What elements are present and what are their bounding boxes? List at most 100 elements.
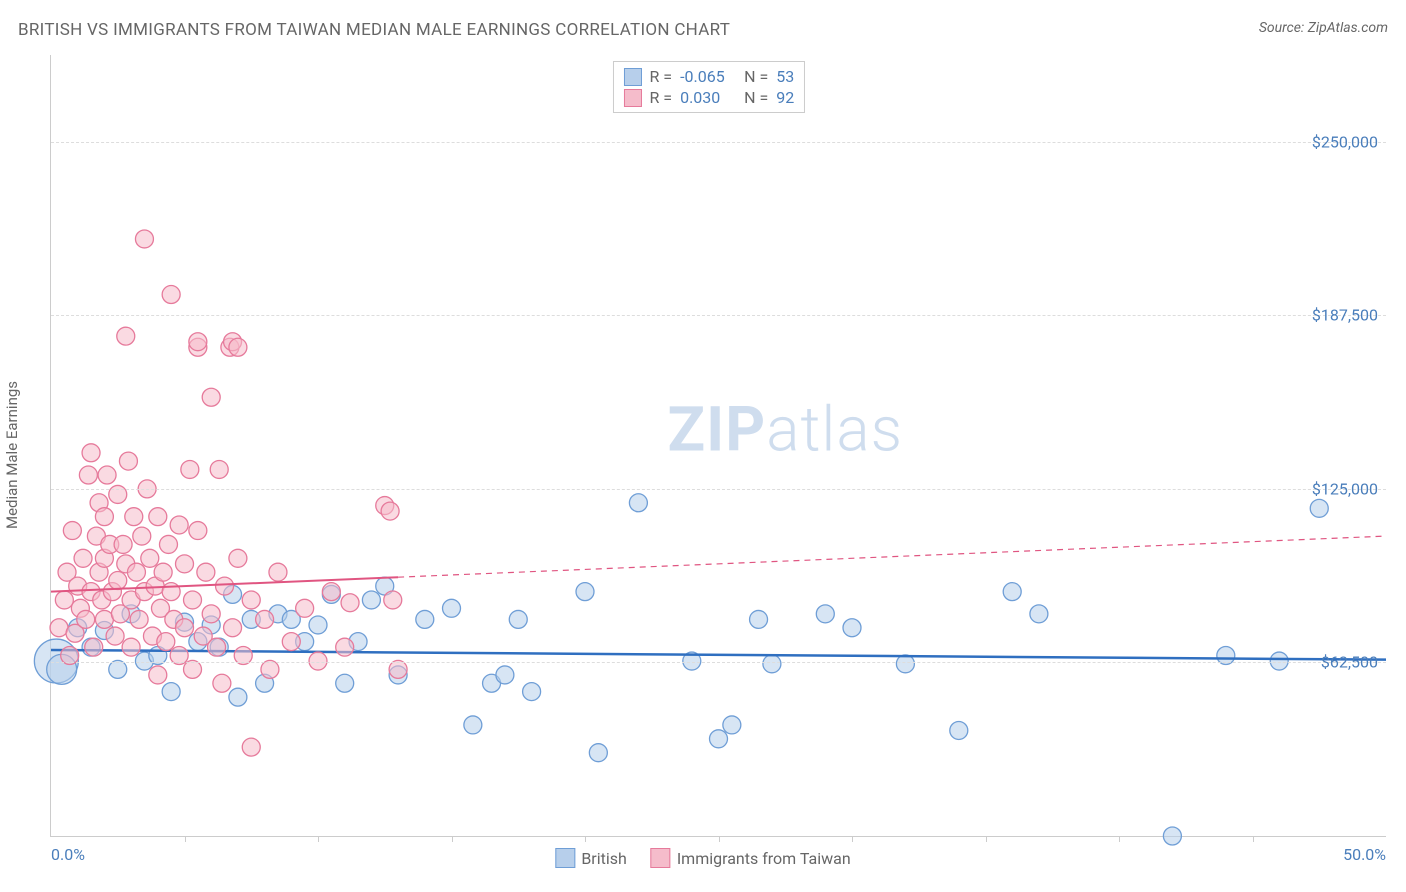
data-point (629, 494, 647, 512)
stats-row: R = -0.065 N = 53 (623, 66, 794, 87)
bottom-legend: British Immigrants from Taiwan (555, 848, 850, 868)
stats-n-value: 92 (776, 88, 794, 107)
legend-swatch (555, 848, 575, 868)
data-point (213, 674, 231, 692)
data-point (210, 460, 228, 478)
stats-n-value: 53 (776, 67, 794, 86)
x-tick (452, 836, 453, 842)
stats-r-label: R = (649, 88, 672, 107)
stats-n-label: N = (744, 88, 768, 107)
data-point (229, 549, 247, 567)
data-point (229, 688, 247, 706)
grid-line (51, 142, 1386, 143)
data-point (82, 444, 100, 462)
x-tick (986, 836, 987, 842)
data-point (98, 466, 116, 484)
y-tick-label: $125,000 (1312, 479, 1378, 498)
data-point (162, 583, 180, 601)
stats-r-value: -0.065 (680, 67, 736, 86)
data-point (119, 452, 137, 470)
x-axis-max-label: 50.0% (1343, 845, 1386, 864)
data-point (202, 388, 220, 406)
data-point (242, 591, 260, 609)
scatter-svg (51, 55, 1386, 836)
data-point (1163, 827, 1181, 845)
data-point (157, 633, 175, 651)
data-point (296, 599, 314, 617)
data-point (242, 738, 260, 756)
data-point (170, 516, 188, 534)
data-point (282, 633, 300, 651)
data-point (55, 591, 73, 609)
x-tick (585, 836, 586, 842)
data-point (109, 572, 127, 590)
data-point (229, 338, 247, 356)
data-point (896, 655, 914, 673)
data-point (576, 583, 594, 601)
data-point (208, 638, 226, 656)
data-point (184, 591, 202, 609)
plot-area: ZIPatlas R =-0.065N =53R = 0.030N =92 0.… (50, 55, 1386, 837)
data-point (723, 716, 741, 734)
legend-item: British (555, 848, 626, 868)
data-point (322, 583, 340, 601)
data-point (1030, 605, 1048, 623)
data-point (117, 327, 135, 345)
stats-row: R = 0.030N =92 (623, 87, 794, 108)
data-point (125, 508, 143, 526)
stats-n-label: N = (744, 67, 768, 86)
data-point (127, 563, 145, 581)
grid-line (51, 315, 1386, 316)
data-point (176, 619, 194, 637)
x-tick (1253, 836, 1254, 842)
data-point (197, 563, 215, 581)
data-point (1270, 652, 1288, 670)
data-point (189, 333, 207, 351)
chart-container: ZIPatlas R =-0.065N =53R = 0.030N =92 0.… (50, 55, 1386, 837)
data-point (224, 619, 242, 637)
x-tick (185, 836, 186, 842)
data-point (130, 610, 148, 628)
data-point (114, 535, 132, 553)
data-point (309, 652, 327, 670)
trend-line-dashed (398, 536, 1386, 577)
x-tick (719, 836, 720, 842)
data-point (336, 638, 354, 656)
data-point (95, 508, 113, 526)
data-point (464, 716, 482, 734)
data-point (950, 721, 968, 739)
data-point (106, 627, 124, 645)
data-point (63, 522, 81, 540)
legend-label: Immigrants from Taiwan (677, 849, 851, 868)
data-point (256, 610, 274, 628)
grid-line (51, 662, 1386, 663)
source-attribution: Source: ZipAtlas.com (1259, 20, 1388, 36)
data-point (384, 591, 402, 609)
data-point (816, 605, 834, 623)
legend-item: Immigrants from Taiwan (651, 848, 851, 868)
data-point (416, 610, 434, 628)
data-point (162, 286, 180, 304)
data-point (149, 508, 167, 526)
data-point (843, 619, 861, 637)
data-point (523, 683, 541, 701)
data-point (710, 730, 728, 748)
data-point (176, 555, 194, 573)
stats-r-label: R = (649, 67, 672, 86)
x-tick (318, 836, 319, 842)
data-point (750, 610, 768, 628)
data-point (141, 549, 159, 567)
y-tick-label: $62,500 (1321, 653, 1378, 672)
data-point (1310, 499, 1328, 517)
data-point (589, 744, 607, 762)
data-point (50, 619, 68, 637)
data-point (336, 674, 354, 692)
data-point (216, 577, 234, 595)
y-tick-label: $250,000 (1312, 132, 1378, 151)
data-point (341, 594, 359, 612)
data-point (95, 610, 113, 628)
data-point (763, 655, 781, 673)
data-point (1003, 583, 1021, 601)
data-point (74, 549, 92, 567)
stats-legend-box: R =-0.065N =53R = 0.030N =92 (612, 61, 805, 113)
